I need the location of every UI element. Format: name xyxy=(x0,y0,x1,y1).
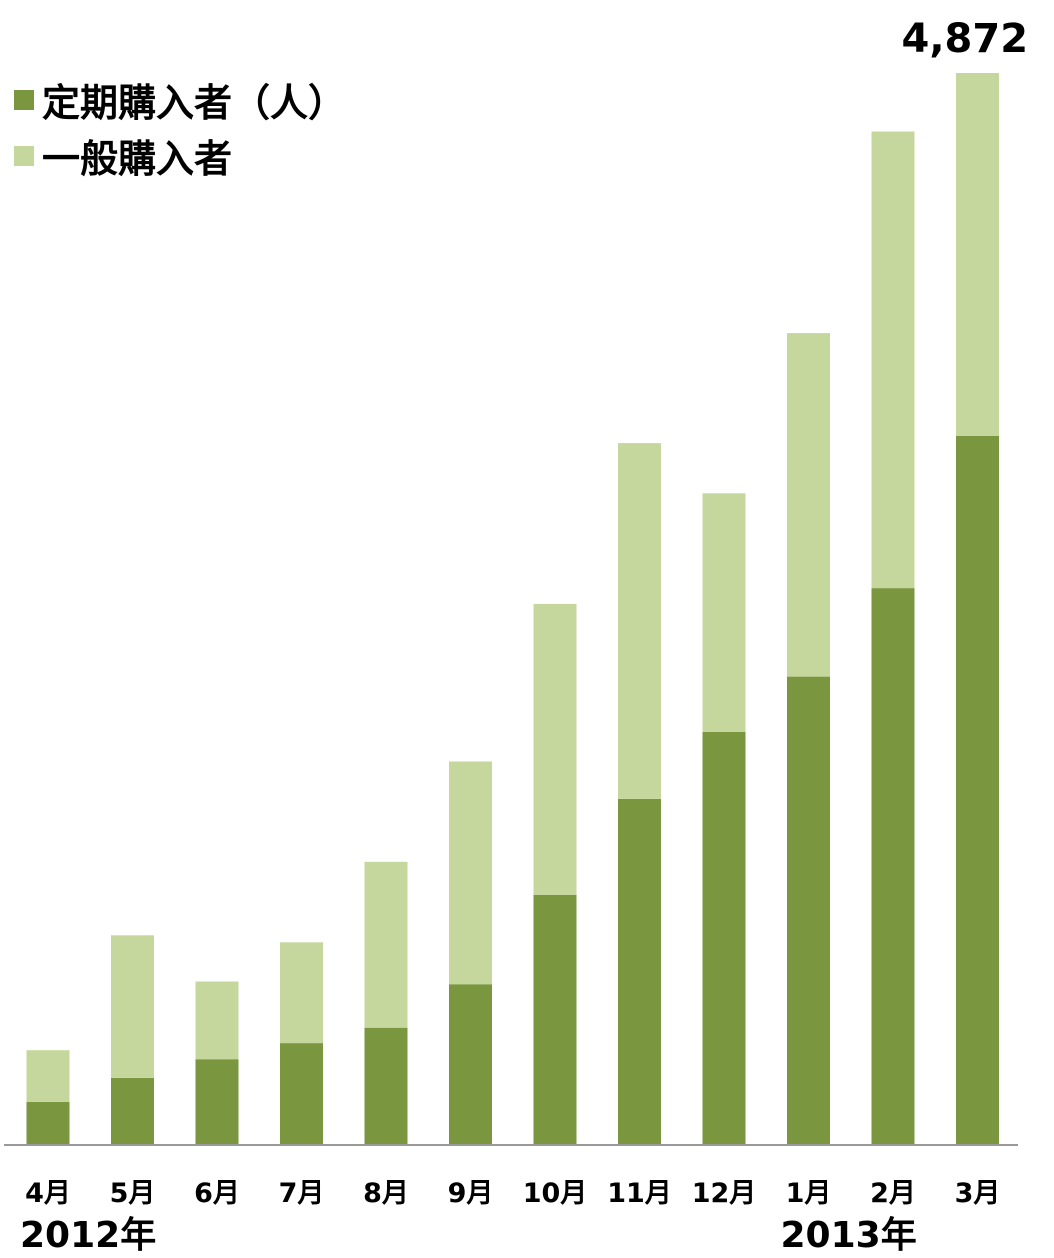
legend-item-regular: 定期購入者（人） xyxy=(14,72,346,127)
bar-regular-3 xyxy=(195,1059,239,1145)
x-tick-label: 9月 xyxy=(448,1178,494,1209)
bar-general-2 xyxy=(111,935,154,1078)
x-tick-label: 5月 xyxy=(110,1178,156,1209)
bar-regular-7 xyxy=(533,894,577,1145)
total-value-label: 4,872 xyxy=(901,16,1029,62)
x-tick-label: 7月 xyxy=(279,1178,325,1209)
legend-label-general: 一般購入者 xyxy=(42,137,233,181)
x-tick-label: 4月 xyxy=(25,1178,71,1209)
x-tick-label: 10月 xyxy=(523,1178,588,1209)
x-tick-label: 3月 xyxy=(955,1178,1001,1209)
bar-regular-10 xyxy=(787,676,830,1145)
bar-general-10 xyxy=(787,333,830,677)
bar-general-11 xyxy=(871,131,915,589)
bar-general-4 xyxy=(280,942,323,1044)
x-tick-label: 6月 xyxy=(194,1178,240,1209)
bar-regular-6 xyxy=(449,984,492,1145)
x-tick-labels: 4月 5月 6月 7月 8月 9月 10月 11月 12月 1月 2月 3月 xyxy=(25,1178,1000,1209)
bar-regular-5 xyxy=(364,1027,408,1145)
bar-regular-4 xyxy=(280,1043,323,1145)
bar-regular-2 xyxy=(111,1077,154,1145)
bar-regular-9 xyxy=(702,732,746,1145)
bars-group xyxy=(26,73,999,1145)
legend-swatch-regular xyxy=(14,89,34,110)
legend-item-general: 一般購入者 xyxy=(14,128,232,183)
year-label: 2012年 xyxy=(20,1215,157,1256)
x-tick-label: 12月 xyxy=(692,1178,757,1209)
bar-general-6 xyxy=(449,761,492,985)
legend-swatch-general xyxy=(14,145,34,166)
bar-regular-11 xyxy=(871,588,915,1145)
bar-regular-1 xyxy=(26,1101,70,1145)
x-tick-label: 8月 xyxy=(363,1178,409,1209)
x-tick-label: 2月 xyxy=(870,1178,916,1209)
legend-label-regular: 定期購入者（人） xyxy=(42,81,347,125)
bar-general-8 xyxy=(618,443,661,799)
bar-general-1 xyxy=(26,1050,70,1102)
bar-general-7 xyxy=(533,603,577,895)
x-tick-label: 11月 xyxy=(607,1178,672,1209)
bar-general-9 xyxy=(702,493,746,732)
bar-general-3 xyxy=(195,981,239,1060)
x-tick-label: 1月 xyxy=(786,1178,832,1209)
bar-regular-8 xyxy=(618,798,661,1145)
year-label: 2013年 xyxy=(780,1215,917,1256)
bar-general-12 xyxy=(956,73,999,436)
bar-regular-12 xyxy=(956,435,999,1145)
bar-general-5 xyxy=(364,861,408,1028)
